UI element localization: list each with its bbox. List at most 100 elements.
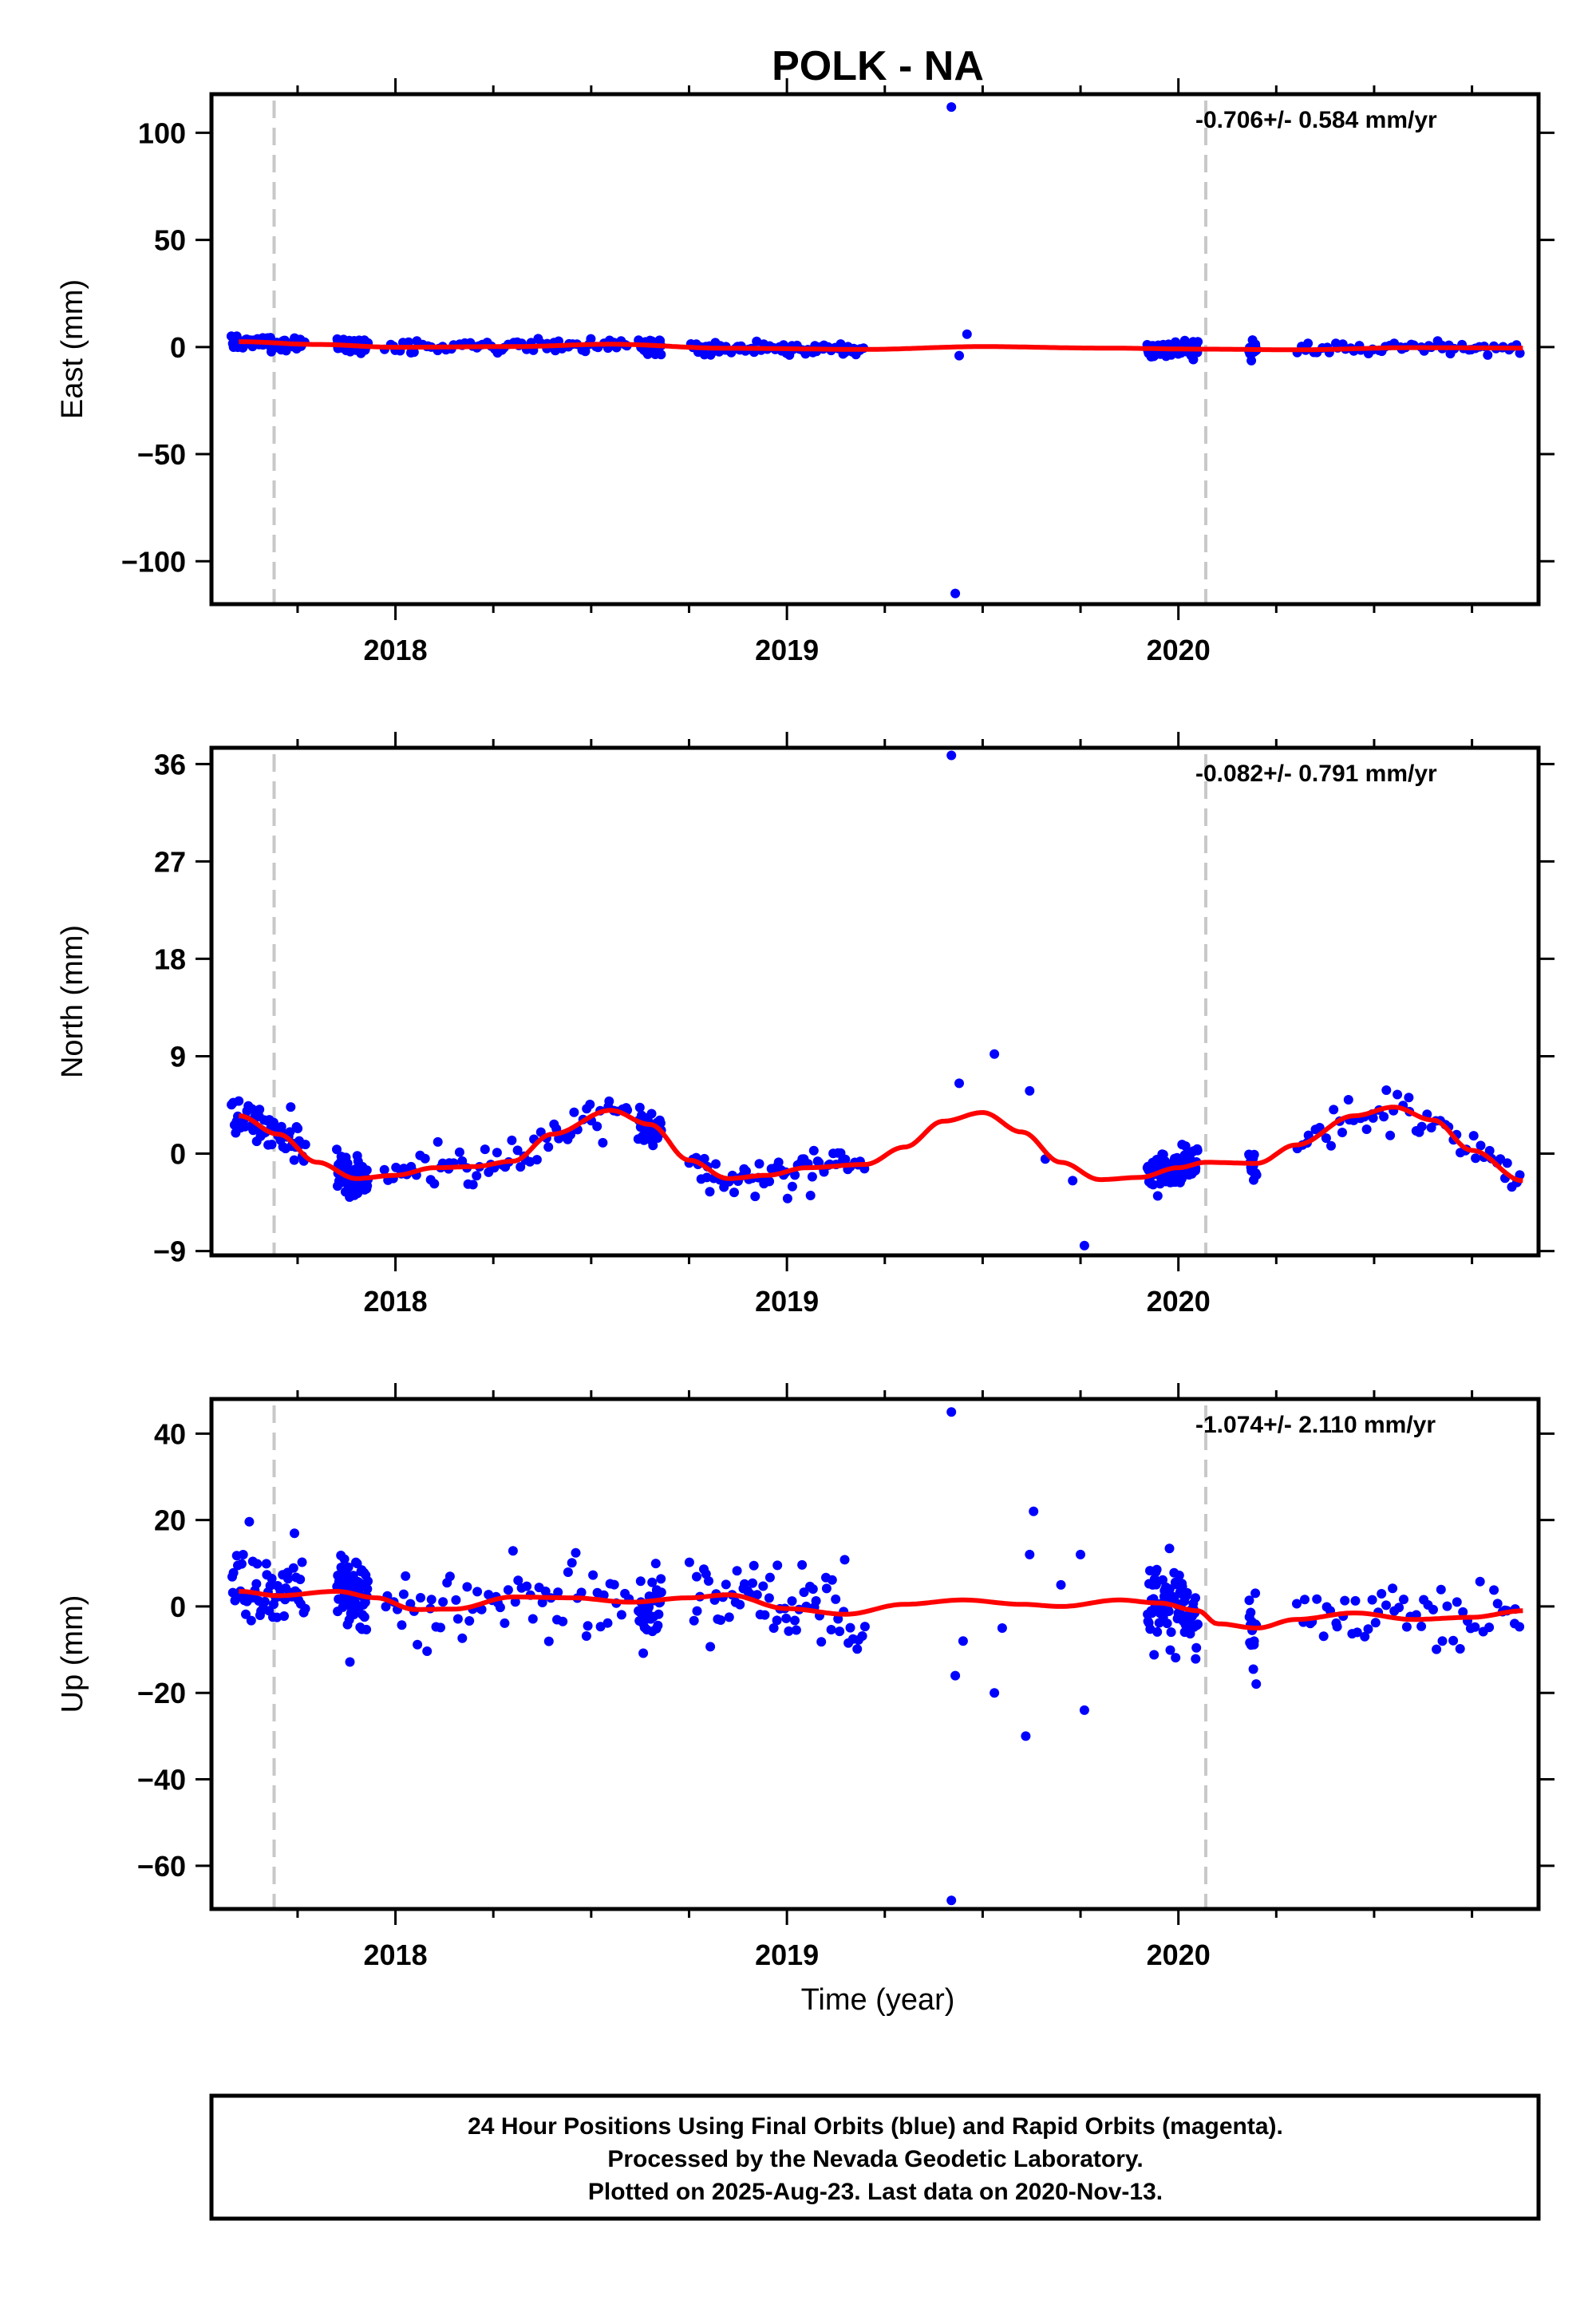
- up-data-point: [1436, 1584, 1446, 1595]
- up-data-point: [1492, 1599, 1503, 1609]
- up-data-point: [576, 1587, 587, 1598]
- north-data-point: [391, 1162, 401, 1172]
- up-data-point: [464, 1616, 475, 1626]
- up-data-point: [781, 1613, 792, 1623]
- north-data-point: [705, 1187, 715, 1197]
- north-data-point: [293, 1124, 303, 1133]
- up-data-point: [1442, 1601, 1452, 1611]
- up-data-point: [638, 1648, 649, 1658]
- up-data-point: [588, 1570, 598, 1580]
- east-data-point: [1483, 350, 1493, 360]
- north-data-point: [429, 1179, 440, 1189]
- north-data-point: [1476, 1140, 1486, 1151]
- up-data-point: [1182, 1587, 1192, 1598]
- up-x-tick-label-2019: 2019: [755, 1939, 819, 1971]
- up-data-point: [826, 1625, 836, 1634]
- up-data-point: [563, 1567, 573, 1577]
- up-data-point: [1367, 1595, 1377, 1605]
- east-x-tick-label-2020: 2020: [1147, 634, 1211, 666]
- up-data-point: [1174, 1571, 1184, 1580]
- up-y-tick-label-40: 40: [154, 1417, 186, 1450]
- up-data-point: [457, 1633, 468, 1643]
- up-data-point: [760, 1610, 770, 1620]
- north-y-tick-label-9: 9: [170, 1040, 186, 1073]
- up-data-point: [1251, 1679, 1262, 1690]
- up-data-point: [1448, 1635, 1459, 1646]
- up-data-point: [835, 1626, 845, 1637]
- up-data-point: [272, 1612, 282, 1622]
- up-data-point: [799, 1587, 809, 1598]
- north-data-point: [1343, 1095, 1353, 1105]
- up-data-point: [808, 1584, 818, 1595]
- up-data-point: [764, 1593, 774, 1603]
- up-data-point: [1452, 1597, 1462, 1607]
- up-data-point: [1165, 1645, 1175, 1655]
- up-data-point: [644, 1602, 654, 1612]
- north-rate-label: -0.082+/- 0.791 mm/yr: [1195, 761, 1437, 787]
- up-data-point: [558, 1616, 568, 1626]
- up-data-point: [1250, 1588, 1261, 1599]
- up-data-point: [821, 1583, 832, 1594]
- north-data-point: [420, 1153, 430, 1164]
- east-data-point: [1515, 348, 1525, 358]
- north-data-point: [512, 1145, 523, 1156]
- up-data-point: [1352, 1627, 1362, 1638]
- east-rate-label: -0.706+/- 0.584 mm/yr: [1195, 107, 1437, 133]
- up-data-point: [252, 1559, 263, 1569]
- north-data-point: [1180, 1141, 1191, 1152]
- up-data-point: [283, 1574, 293, 1584]
- north-data-point: [516, 1162, 526, 1172]
- north-outlier-point: [990, 1049, 1000, 1059]
- east-data-point: [404, 337, 414, 347]
- north-x-tick-label-2020: 2020: [1147, 1285, 1211, 1318]
- up-data-point: [401, 1571, 411, 1581]
- north-outlier-point: [946, 750, 957, 761]
- up-data-point: [1318, 1631, 1329, 1642]
- north-data-point: [1329, 1105, 1339, 1115]
- footer-line-1: 24 Hour Positions Using Final Orbits (bl…: [468, 2113, 1283, 2140]
- up-data-point: [472, 1587, 483, 1597]
- up-data-point: [452, 1614, 463, 1624]
- up-data-point: [345, 1657, 355, 1667]
- up-data-point: [251, 1579, 262, 1589]
- north-data-point: [1337, 1128, 1347, 1137]
- east-outlier-point: [950, 588, 961, 599]
- east-data-point: [580, 346, 591, 357]
- up-data-point: [735, 1599, 745, 1610]
- up-data-point: [513, 1575, 523, 1586]
- north-data-point: [1321, 1133, 1331, 1144]
- up-data-point: [537, 1598, 547, 1607]
- up-data-point: [381, 1602, 391, 1612]
- up-data-point: [553, 1587, 563, 1598]
- up-outlier-point: [1029, 1506, 1039, 1516]
- north-data-point: [805, 1191, 816, 1200]
- north-data-point: [1148, 1180, 1159, 1190]
- north-data-point: [468, 1180, 478, 1190]
- north-data-point: [1152, 1191, 1163, 1201]
- north-data-point: [701, 1172, 712, 1183]
- up-data-point: [1193, 1619, 1203, 1630]
- east-data-point: [1188, 354, 1199, 365]
- north-data-point: [472, 1171, 482, 1181]
- up-data-point: [444, 1571, 455, 1582]
- up-data-point: [438, 1597, 448, 1607]
- north-data-point: [569, 1107, 579, 1117]
- north-x-tick-label-2018: 2018: [364, 1285, 428, 1318]
- north-data-point: [699, 1153, 709, 1164]
- up-data-point: [297, 1557, 307, 1567]
- north-data-point: [1249, 1149, 1259, 1160]
- north-data-point: [342, 1158, 353, 1168]
- up-outlier-point: [997, 1623, 1007, 1633]
- up-data-point: [1246, 1607, 1256, 1618]
- up-data-point: [740, 1579, 749, 1589]
- up-data-point: [827, 1575, 837, 1585]
- north-data-point: [234, 1096, 244, 1106]
- up-data-point: [426, 1595, 437, 1605]
- north-data-point: [286, 1102, 296, 1113]
- north-data-point: [1381, 1085, 1392, 1095]
- north-data-point: [807, 1172, 817, 1182]
- north-data-point: [1416, 1121, 1427, 1132]
- north-data-point: [379, 1164, 389, 1175]
- north-data-point: [480, 1144, 490, 1155]
